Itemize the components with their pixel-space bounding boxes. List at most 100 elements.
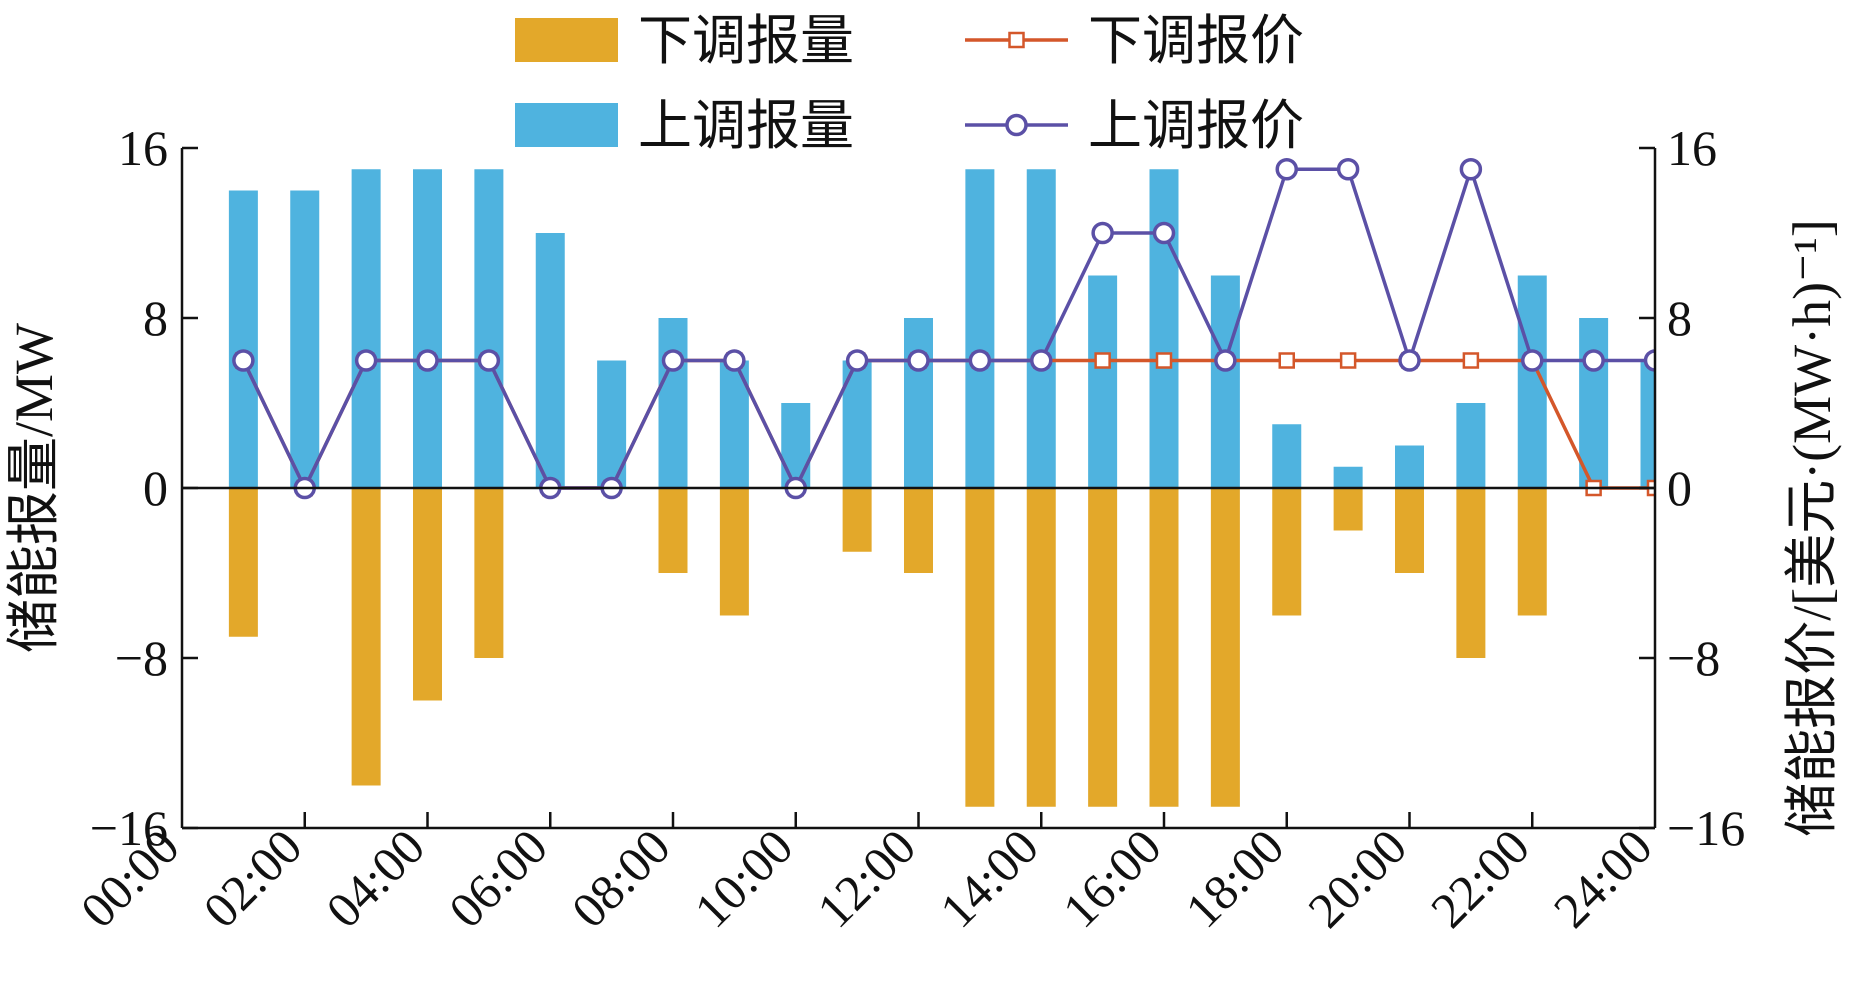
marker-up-price-16:00 bbox=[1152, 221, 1176, 245]
x-tick-label: 12:00 bbox=[806, 818, 926, 938]
bar-up-23:00 bbox=[1579, 318, 1609, 488]
marker-up-price-21:00 bbox=[1459, 158, 1483, 181]
bar-down-11:00 bbox=[842, 488, 872, 552]
bar-up-20:00 bbox=[1395, 445, 1424, 488]
bar-layer bbox=[228, 169, 1655, 807]
bar-up-13:00 bbox=[965, 169, 995, 488]
right-tick-label: 8 bbox=[1667, 290, 1692, 346]
legend-label: 下调报价 bbox=[1088, 11, 1304, 71]
bar-down-17:00 bbox=[1210, 488, 1240, 807]
marker-up-price-05:00 bbox=[477, 349, 501, 372]
x-tick-label: 20:00 bbox=[1297, 818, 1417, 938]
bar-down-20:00 bbox=[1395, 488, 1424, 573]
marker-up-price-11:00 bbox=[845, 349, 869, 372]
bar-down-22:00 bbox=[1517, 488, 1547, 616]
marker-up-price-09:00 bbox=[723, 349, 746, 372]
left-axis-title: 储能报量/MW bbox=[4, 323, 64, 653]
line-up-price bbox=[241, 163, 1655, 493]
legend-item-0: 下调报量 bbox=[515, 11, 854, 71]
legend-label: 下调报量 bbox=[638, 11, 854, 71]
bar-down-14:00 bbox=[1026, 488, 1056, 807]
bar-up-24:00 bbox=[1640, 360, 1655, 488]
bar-down-08:00 bbox=[658, 488, 688, 573]
bar-up-12:00 bbox=[904, 318, 933, 488]
bar-up-10:00 bbox=[781, 403, 811, 488]
marker-up-price-20:00 bbox=[1398, 349, 1421, 372]
bar-up-08:00 bbox=[658, 318, 688, 488]
marker-up-price-19:00 bbox=[1336, 158, 1360, 181]
axes-layer bbox=[180, 146, 1657, 830]
left-tick-label: 8 bbox=[143, 290, 168, 346]
legend-label: 上调报价 bbox=[1088, 96, 1304, 156]
x-tick-label: 06:00 bbox=[438, 818, 558, 938]
marker-down-price-21:00 bbox=[1462, 352, 1480, 369]
bar-up-17:00 bbox=[1210, 275, 1240, 488]
bar-up-19:00 bbox=[1333, 466, 1363, 488]
x-tick-label: 10:00 bbox=[683, 818, 803, 938]
left-tick-label: −8 bbox=[115, 630, 168, 686]
bar-down-21:00 bbox=[1456, 488, 1486, 658]
bar-down-01:00 bbox=[228, 488, 258, 637]
bar-up-15:00 bbox=[1088, 275, 1118, 488]
marker-up-price-13:00 bbox=[968, 349, 992, 372]
bar-up-04:00 bbox=[413, 169, 442, 488]
bar-down-09:00 bbox=[719, 488, 749, 616]
marker-up-price-22:00 bbox=[1521, 349, 1544, 372]
legend-item-1: 上调报量 bbox=[515, 96, 854, 156]
bar-down-15:00 bbox=[1088, 488, 1118, 807]
marker-up-price-14:00 bbox=[1030, 349, 1053, 372]
bar-up-14:00 bbox=[1026, 169, 1056, 488]
line-down-price bbox=[241, 358, 1655, 493]
legend-item-2: 下调报价 bbox=[965, 11, 1304, 71]
marker-down-price-19:00 bbox=[1339, 352, 1357, 369]
right-tick-label: −8 bbox=[1667, 630, 1720, 686]
bar-up-18:00 bbox=[1272, 424, 1302, 488]
bar-down-18:00 bbox=[1272, 488, 1302, 616]
left-tick-label: 16 bbox=[118, 120, 168, 176]
bar-up-01:00 bbox=[228, 190, 258, 488]
bar-down-05:00 bbox=[474, 488, 504, 658]
bar-up-06:00 bbox=[535, 233, 565, 488]
marker-up-price-08:00 bbox=[661, 349, 685, 372]
bar-up-03:00 bbox=[351, 169, 381, 488]
marker-up-price-03:00 bbox=[354, 349, 378, 372]
right-tick-label: 16 bbox=[1667, 120, 1717, 176]
x-tick-label: 08:00 bbox=[561, 818, 681, 938]
marker-down-price-16:00 bbox=[1155, 352, 1173, 369]
marker-up-price-23:00 bbox=[1582, 349, 1605, 372]
x-tick-label: 24:00 bbox=[1543, 818, 1663, 938]
bar-down-16:00 bbox=[1149, 488, 1179, 807]
marker-up-price-12:00 bbox=[907, 349, 930, 372]
bar-up-02:00 bbox=[290, 190, 320, 488]
marker-down-price-15:00 bbox=[1094, 352, 1111, 369]
bar-down-19:00 bbox=[1333, 488, 1363, 531]
x-tick-label: 16:00 bbox=[1052, 818, 1172, 938]
marker-up-price-01:00 bbox=[232, 349, 255, 372]
bar-up-16:00 bbox=[1149, 169, 1179, 488]
marker-up-price-17:00 bbox=[1214, 349, 1237, 372]
bar-down-12:00 bbox=[904, 488, 933, 573]
left-tick-label: 0 bbox=[143, 460, 168, 516]
bar-down-04:00 bbox=[413, 488, 442, 701]
bar-down-13:00 bbox=[965, 488, 995, 807]
marker-up-price-24:00 bbox=[1643, 349, 1655, 372]
legend-label: 上调报量 bbox=[638, 96, 854, 156]
x-tick-label: 22:00 bbox=[1420, 818, 1540, 938]
right-axis-title: 储能报价/[美元·(MW·h)⁻¹] bbox=[1782, 219, 1842, 837]
x-tick-label: 04:00 bbox=[315, 818, 435, 938]
x-tick-label: 18:00 bbox=[1174, 818, 1294, 938]
bar-up-21:00 bbox=[1456, 403, 1486, 488]
legend-marker bbox=[1005, 113, 1028, 137]
bar-up-05:00 bbox=[474, 169, 504, 488]
marker-down-price-18:00 bbox=[1278, 352, 1295, 369]
left-tick-label: −16 bbox=[90, 800, 168, 856]
x-tick-label: 02:00 bbox=[192, 818, 312, 938]
line-layer bbox=[232, 158, 1655, 500]
legend-item-3: 上调报价 bbox=[965, 96, 1304, 156]
x-tick-label: 14:00 bbox=[929, 818, 1049, 938]
bar-down-03:00 bbox=[351, 488, 381, 786]
marker-up-price-18:00 bbox=[1275, 158, 1298, 181]
